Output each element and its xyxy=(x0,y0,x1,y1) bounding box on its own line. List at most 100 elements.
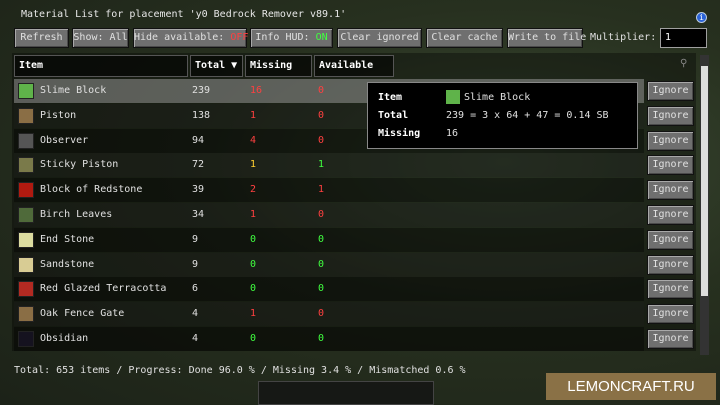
item-available: 1 xyxy=(318,159,325,171)
item-name: End Stone xyxy=(40,233,95,245)
tooltip-item-label: Item xyxy=(378,92,403,103)
column-item[interactable]: Item xyxy=(14,55,188,77)
hide-available-label: Hide available: xyxy=(134,32,231,43)
item-icon xyxy=(18,281,34,298)
table-row[interactable]: Red Glazed Terracotta 6 0 0 xyxy=(14,277,644,302)
item-total: 34 xyxy=(192,209,205,220)
scrollbar-thumb[interactable] xyxy=(701,66,708,296)
item-missing: 1 xyxy=(250,159,257,171)
sort-desc-icon: ▼ xyxy=(231,60,238,71)
item-available: 0 xyxy=(318,109,325,121)
ignore-button[interactable]: Ignore xyxy=(647,229,694,250)
item-icon xyxy=(18,157,34,174)
item-missing: 16 xyxy=(250,85,263,96)
ignore-button[interactable]: Ignore xyxy=(647,180,694,201)
item-icon xyxy=(18,256,34,273)
ignore-button[interactable]: Ignore xyxy=(647,304,694,325)
table-row[interactable]: Obsidian 4 0 0 xyxy=(14,327,644,351)
item-available: 0 xyxy=(318,134,325,146)
ignore-button[interactable]: Ignore xyxy=(647,329,694,349)
hotbar xyxy=(258,381,434,405)
item-total: 9 xyxy=(192,258,199,270)
progress-summary: Total: 653 items / Progress: Done 96.0 %… xyxy=(14,365,466,376)
ignore-button[interactable]: Ignore xyxy=(647,81,694,101)
item-available: 0 xyxy=(318,209,325,220)
ignore-button[interactable]: Ignore xyxy=(647,254,694,275)
ignore-button[interactable]: Ignore xyxy=(647,205,694,225)
table-row[interactable]: Block of Redstone 39 2 1 xyxy=(14,178,644,203)
ignore-button[interactable]: Ignore xyxy=(647,105,694,126)
column-total[interactable]: Total ▼ xyxy=(190,55,243,77)
item-available: 0 xyxy=(318,258,325,270)
item-icon xyxy=(18,182,34,199)
item-missing: 1 xyxy=(250,209,257,220)
column-missing[interactable]: Missing xyxy=(245,55,312,77)
ignore-button[interactable]: Ignore xyxy=(647,130,694,151)
clear-ignored-button[interactable]: Clear ignored xyxy=(337,28,422,48)
hide-available-value: OFF xyxy=(230,32,249,43)
item-available: 0 xyxy=(318,283,325,295)
item-icon xyxy=(18,207,34,223)
item-total: 39 xyxy=(192,184,205,196)
ignore-button[interactable]: Ignore xyxy=(647,279,694,300)
item-missing: 0 xyxy=(250,258,257,270)
item-name: Sticky Piston xyxy=(40,159,119,171)
item-total: 239 xyxy=(192,85,211,96)
multiplier-label: Multiplier: xyxy=(590,32,657,43)
table-row[interactable]: End Stone 9 0 0 xyxy=(14,227,644,252)
item-total: 9 xyxy=(192,233,199,245)
item-total: 4 xyxy=(192,308,199,320)
tooltip-missing: 16 xyxy=(446,128,459,139)
item-missing: 1 xyxy=(250,109,257,121)
item-name: Block of Redstone xyxy=(40,184,143,196)
item-available: 0 xyxy=(318,233,325,245)
item-available: 0 xyxy=(318,85,325,96)
item-available: 0 xyxy=(318,333,325,344)
item-icon xyxy=(18,306,34,323)
item-total: 72 xyxy=(192,159,205,171)
item-name: Observer xyxy=(40,134,89,146)
item-icon xyxy=(18,132,34,149)
write-to-file-button[interactable]: Write to file xyxy=(507,28,586,48)
item-icon xyxy=(18,331,34,347)
show-all-button[interactable]: Show: All xyxy=(72,28,129,48)
search-icon[interactable]: ⚲ xyxy=(680,58,688,69)
tooltip-missing-label: Missing xyxy=(378,128,421,139)
table-row[interactable]: Oak Fence Gate 4 1 0 xyxy=(14,302,644,327)
item-name: Slime Block xyxy=(40,85,107,96)
item-name: Obsidian xyxy=(40,333,89,344)
item-name: Piston xyxy=(40,109,77,121)
item-name: Birch Leaves xyxy=(40,209,113,220)
table-row[interactable]: Sandstone 9 0 0 xyxy=(14,252,644,277)
watermark: LEMONCRAFT.RU xyxy=(546,373,716,400)
item-tooltip: Item Slime Block Total 239 = 3 x 64 + 47 =… xyxy=(367,82,638,149)
clear-cache-button[interactable]: Clear cache xyxy=(426,28,503,48)
ignore-button[interactable]: Ignore xyxy=(647,155,694,176)
table-row[interactable]: Sticky Piston 72 1 1 xyxy=(14,153,644,178)
info-hud-value: ON xyxy=(315,32,328,43)
window-title: Material List for placement 'y0 Bedrock … xyxy=(21,9,347,20)
item-total: 94 xyxy=(192,134,205,146)
item-missing: 0 xyxy=(250,283,257,295)
item-missing: 2 xyxy=(250,184,257,196)
item-icon xyxy=(18,83,34,99)
info-icon[interactable]: i xyxy=(696,12,707,23)
item-available: 1 xyxy=(318,184,325,196)
item-name: Red Glazed Terracotta xyxy=(40,283,167,295)
hide-available-button[interactable]: Hide available: OFF xyxy=(133,28,249,48)
item-icon xyxy=(18,107,34,124)
refresh-button[interactable]: Refresh xyxy=(14,28,69,48)
multiplier-input[interactable]: 1 xyxy=(660,28,707,48)
item-missing: 1 xyxy=(250,308,257,320)
table-row[interactable]: Birch Leaves 34 1 0 xyxy=(14,203,644,227)
tooltip-total-label: Total xyxy=(378,110,409,121)
tooltip-total: 239 = 3 x 64 + 47 = 0.14 SB xyxy=(446,110,609,121)
item-name: Sandstone xyxy=(40,258,95,270)
item-missing: 0 xyxy=(250,233,257,245)
item-icon xyxy=(18,231,34,248)
item-total: 138 xyxy=(192,109,211,121)
info-hud-label: Info HUD: xyxy=(255,32,316,43)
column-available[interactable]: Available xyxy=(314,55,394,77)
item-missing: 0 xyxy=(250,333,257,344)
info-hud-button[interactable]: Info HUD: ON xyxy=(250,28,333,48)
